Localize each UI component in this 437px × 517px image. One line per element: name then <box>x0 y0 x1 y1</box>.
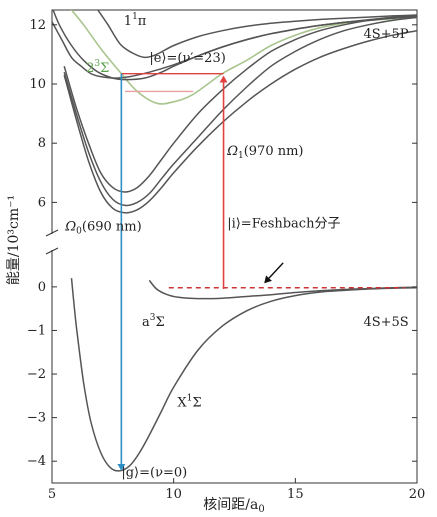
ticks: 5 10 15 20 6 8 10 12 0 −1 −2 −3 −4 <box>27 18 425 502</box>
y-tick-label--3: −3 <box>27 411 46 426</box>
x-tick-label-20: 20 <box>409 487 426 502</box>
feshbach-pointer-arrow <box>264 262 284 284</box>
curve-1_1Pi <box>96 10 417 59</box>
y-tick-label-12: 12 <box>29 18 46 33</box>
levels-and-transitions <box>117 72 405 471</box>
e-level-label: |e⟩=(ν′=23) <box>149 51 225 66</box>
curve-2_3Sigma <box>70 10 417 105</box>
x-tick-label-10: 10 <box>165 487 182 502</box>
y-tick-label-6: 6 <box>38 195 46 210</box>
x-tick-label-15: 15 <box>287 487 304 502</box>
plot-frame <box>51 9 418 484</box>
curve-c3 <box>63 16 417 207</box>
curve-c2 <box>63 29 417 214</box>
axis-break <box>45 229 60 255</box>
label-2sigma: 23Σ <box>86 59 109 76</box>
y-tick-label-0: 0 <box>38 280 46 295</box>
y-tick-label-8: 8 <box>38 136 46 151</box>
label-4s5p: 4S+5P <box>363 27 408 42</box>
y-tick-label-10: 10 <box>29 77 46 92</box>
label-1pi: 11π <box>124 12 147 29</box>
x-tick-label-5: 5 <box>48 487 56 502</box>
axis-break-mark-lower <box>45 247 59 255</box>
curve-c1 <box>63 15 417 193</box>
y-tick-label--1: −1 <box>27 323 46 338</box>
label-feshbach: |i⟩=Feshbach分子 <box>227 217 340 232</box>
label-a3sigma: a3Σ <box>142 313 165 330</box>
axis-break-gap <box>46 234 60 250</box>
curves <box>52 10 417 472</box>
omega1-arrow-label: Ω1(970 nm) <box>226 144 303 161</box>
omega0-arrow-label: Ω0(690 nm) <box>64 220 141 237</box>
y-tick-label--2: −2 <box>27 367 46 382</box>
y-axis-label: 能量/10³cm⁻¹ <box>6 195 22 285</box>
x-axis-label-sub: 0 <box>258 504 264 515</box>
y-tick-label--4: −4 <box>27 454 46 469</box>
label-g: |g⟩=(ν=0) <box>121 465 187 480</box>
curve-a3Sigma <box>148 279 417 300</box>
label-4s5s: 4S+5S <box>363 315 408 330</box>
annotations: 11π 23Σ 4S+5P |i⟩=Feshbach分子 a3Σ 4S+5S X1Σ |g⟩=… <box>64 12 408 481</box>
curve-X1Sigma <box>70 278 417 472</box>
curve-c5 <box>52 15 417 79</box>
label-x1sigma: X1Σ <box>177 394 201 411</box>
x-axis-label: 核间距/a0 <box>203 497 264 515</box>
axis-break-mark-upper <box>45 229 59 237</box>
